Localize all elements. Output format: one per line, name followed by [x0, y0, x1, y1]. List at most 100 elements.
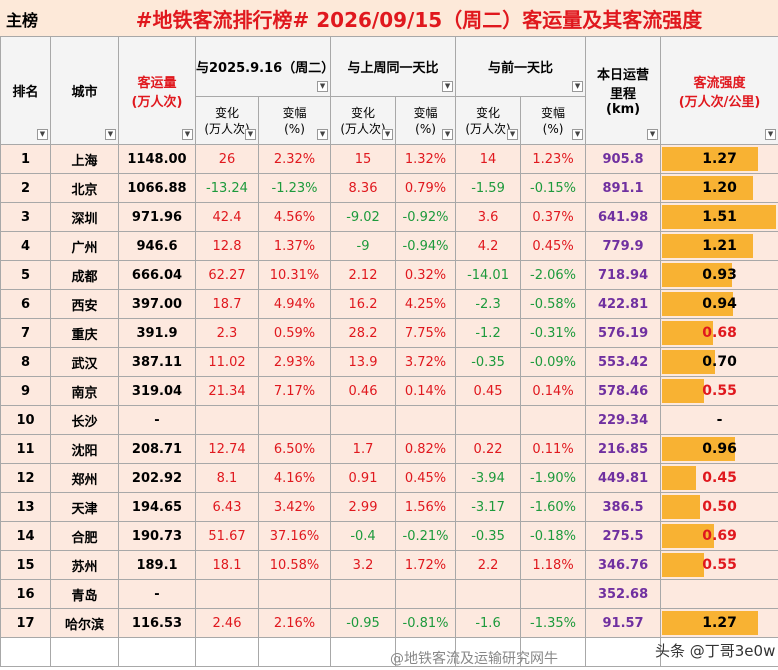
data-bar: [662, 379, 704, 403]
header-text: (万人次): [465, 121, 511, 136]
ranking-table: 排名▼城市▼客运量(万人次)▼与2025.9.16（周二）比▼与上周同一天比▼与…: [0, 36, 778, 667]
table-cell: 4.2: [455, 231, 522, 261]
table-cell: 2.46: [195, 608, 259, 638]
header-cell: 变幅 (%) ▼: [257, 96, 332, 145]
cell-text: 0.45: [702, 470, 737, 486]
watermark: 头条 @丁哥3e0w: [655, 642, 776, 660]
filter-button[interactable]: ▼: [442, 129, 454, 140]
table-cell: 0.69: [660, 521, 778, 551]
table-cell: 12: [0, 463, 51, 493]
header-text: 变化: [476, 105, 501, 120]
table-cell: [520, 579, 587, 609]
table-cell: 南京: [50, 376, 119, 406]
filter-button[interactable]: ▼: [182, 129, 193, 140]
table-cell: 8: [0, 347, 51, 377]
table-cell: -0.94%: [395, 231, 457, 261]
table-cell: 3.72%: [395, 347, 457, 377]
filter-button[interactable]: ▼: [442, 81, 454, 92]
table-cell: 郑州: [50, 463, 119, 493]
table-cell: -0.18%: [520, 521, 587, 551]
table-row: 12 郑州 202.92 8.1 4.16% 0.91 0.45% -3.94 -1.90% 44…: [0, 463, 778, 493]
table-cell: 0.82%: [395, 434, 457, 464]
table-cell: 946.6: [118, 231, 196, 261]
filter-button[interactable]: ▼: [37, 129, 48, 140]
table-cell: 1.18%: [520, 550, 587, 580]
table-cell: 352.68: [585, 579, 662, 609]
table-cell: 346.76: [585, 550, 662, 580]
table-cell: 0.46: [330, 376, 397, 406]
table-cell: -0.58%: [520, 289, 587, 319]
table-cell: 天津: [50, 492, 119, 522]
filter-button[interactable]: ▼: [572, 81, 584, 92]
filter-button[interactable]: ▼: [507, 129, 519, 140]
table-cell: 0.55: [660, 376, 778, 406]
table-cell: [0, 637, 51, 667]
table-cell: 10: [0, 405, 51, 435]
table-cell: 12.74: [195, 434, 259, 464]
table-cell: [50, 637, 119, 667]
header-text: 排名: [12, 85, 39, 100]
table-cell: 1.27: [660, 144, 778, 174]
table-cell: 4: [0, 231, 51, 261]
table-cell: -0.31%: [520, 318, 587, 348]
table-cell: 西安: [50, 289, 119, 319]
table-cell: 397.00: [118, 289, 196, 319]
table-cell: 苏州: [50, 550, 119, 580]
table-cell: 0.11%: [520, 434, 587, 464]
header-cell: 变幅 (%) ▼: [395, 96, 457, 145]
table-cell: 4.16%: [257, 463, 332, 493]
table-cell: -0.09%: [520, 347, 587, 377]
table-cell: 1.72%: [395, 550, 457, 580]
table-cell: 0.45%: [395, 463, 457, 493]
table-cell: 1.23%: [520, 144, 587, 174]
filter-button[interactable]: ▼: [317, 129, 329, 140]
data-bar: [662, 524, 715, 548]
table-cell: [395, 637, 457, 667]
filter-button[interactable]: ▼: [765, 129, 777, 140]
table-cell: 1.20: [660, 173, 778, 203]
filter-button[interactable]: ▼: [572, 129, 584, 140]
table-cell: 青岛: [50, 579, 119, 609]
cell-text: 0.96: [702, 441, 737, 457]
cell-text: 0.94: [702, 296, 737, 312]
data-bar: [662, 611, 758, 635]
filter-button[interactable]: ▼: [245, 129, 256, 140]
filter-button[interactable]: ▼: [105, 129, 116, 140]
table-cell: 641.98: [585, 202, 662, 232]
header-text: (万人次): [131, 94, 183, 110]
cell-text: 0.50: [702, 499, 737, 515]
table-row: 16 青岛 - 352.68: [0, 579, 778, 609]
filter-button[interactable]: ▼: [317, 81, 329, 92]
filter-button[interactable]: ▼: [382, 129, 394, 140]
header-cell: 客运量 (万人次) ▼: [118, 36, 196, 145]
table-cell: 666.04: [118, 260, 196, 290]
cell-text: 1.21: [702, 238, 737, 254]
table-row: 5 成都 666.04 62.27 10.31% 2.12 0.32% -14.01 -2.06…: [0, 260, 778, 290]
table-cell: 1.32%: [395, 144, 457, 174]
table-cell: -0.15%: [520, 173, 587, 203]
table-cell: 2.16%: [257, 608, 332, 638]
table-cell: 长沙: [50, 405, 119, 435]
table-cell: 8.36: [330, 173, 397, 203]
table-row: 8 武汉 387.11 11.02 2.93% 13.9 3.72% -0.35 -0.09% 5…: [0, 347, 778, 377]
filter-button[interactable]: ▼: [647, 129, 659, 140]
table-cell: -9.02: [330, 202, 397, 232]
header-text: (%): [284, 121, 305, 136]
table-cell: -2.06%: [520, 260, 587, 290]
table-row: 11 沈阳 208.71 12.74 6.50% 1.7 0.82% 0.22 0.11% 216…: [0, 434, 778, 464]
table-row: 3 深圳 971.96 42.4 4.56% -9.02 -0.92% 3.6 0.37% 641…: [0, 202, 778, 232]
table-cell: 2.12: [330, 260, 397, 290]
table-cell: 16: [0, 579, 51, 609]
table-row: 7 重庆 391.9 2.3 0.59% 28.2 7.75% -1.2 -0.31% 576.1…: [0, 318, 778, 348]
header-cell: 变化 (万人次) ▼: [330, 96, 397, 145]
table-cell: -14.01: [455, 260, 522, 290]
table-cell: 6.50%: [257, 434, 332, 464]
cell-text: 0.68: [702, 325, 737, 341]
table-cell: 422.81: [585, 289, 662, 319]
table-cell: 11: [0, 434, 51, 464]
table-cell: 0.79%: [395, 173, 457, 203]
table-cell: 578.46: [585, 376, 662, 406]
table-cell: 190.73: [118, 521, 196, 551]
data-bar: [662, 147, 758, 171]
